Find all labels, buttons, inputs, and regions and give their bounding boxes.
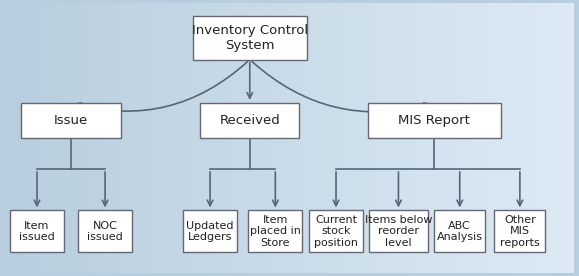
Text: NOC
issued: NOC issued <box>87 221 123 242</box>
FancyBboxPatch shape <box>10 210 64 252</box>
Text: Issue: Issue <box>54 114 88 127</box>
FancyBboxPatch shape <box>193 16 306 60</box>
FancyBboxPatch shape <box>434 210 485 252</box>
FancyBboxPatch shape <box>369 210 428 252</box>
Text: Item
issued: Item issued <box>19 221 55 242</box>
Text: Updated
Ledgers: Updated Ledgers <box>186 221 234 242</box>
Text: Current
stock
position: Current stock position <box>314 215 358 248</box>
FancyBboxPatch shape <box>494 210 545 252</box>
Text: MIS Report: MIS Report <box>398 114 470 127</box>
Text: ABC
Analysis: ABC Analysis <box>437 221 483 242</box>
FancyBboxPatch shape <box>21 103 120 138</box>
Text: Other
MIS
reports: Other MIS reports <box>500 215 540 248</box>
FancyBboxPatch shape <box>183 210 237 252</box>
FancyBboxPatch shape <box>309 210 363 252</box>
FancyBboxPatch shape <box>248 210 302 252</box>
Text: Item
placed in
Store: Item placed in Store <box>250 215 301 248</box>
FancyBboxPatch shape <box>78 210 132 252</box>
Text: Items below
reorder
level: Items below reorder level <box>365 215 432 248</box>
Text: Received: Received <box>219 114 280 127</box>
Text: Inventory Control
System: Inventory Control System <box>192 24 308 52</box>
FancyBboxPatch shape <box>368 103 501 138</box>
FancyBboxPatch shape <box>200 103 299 138</box>
